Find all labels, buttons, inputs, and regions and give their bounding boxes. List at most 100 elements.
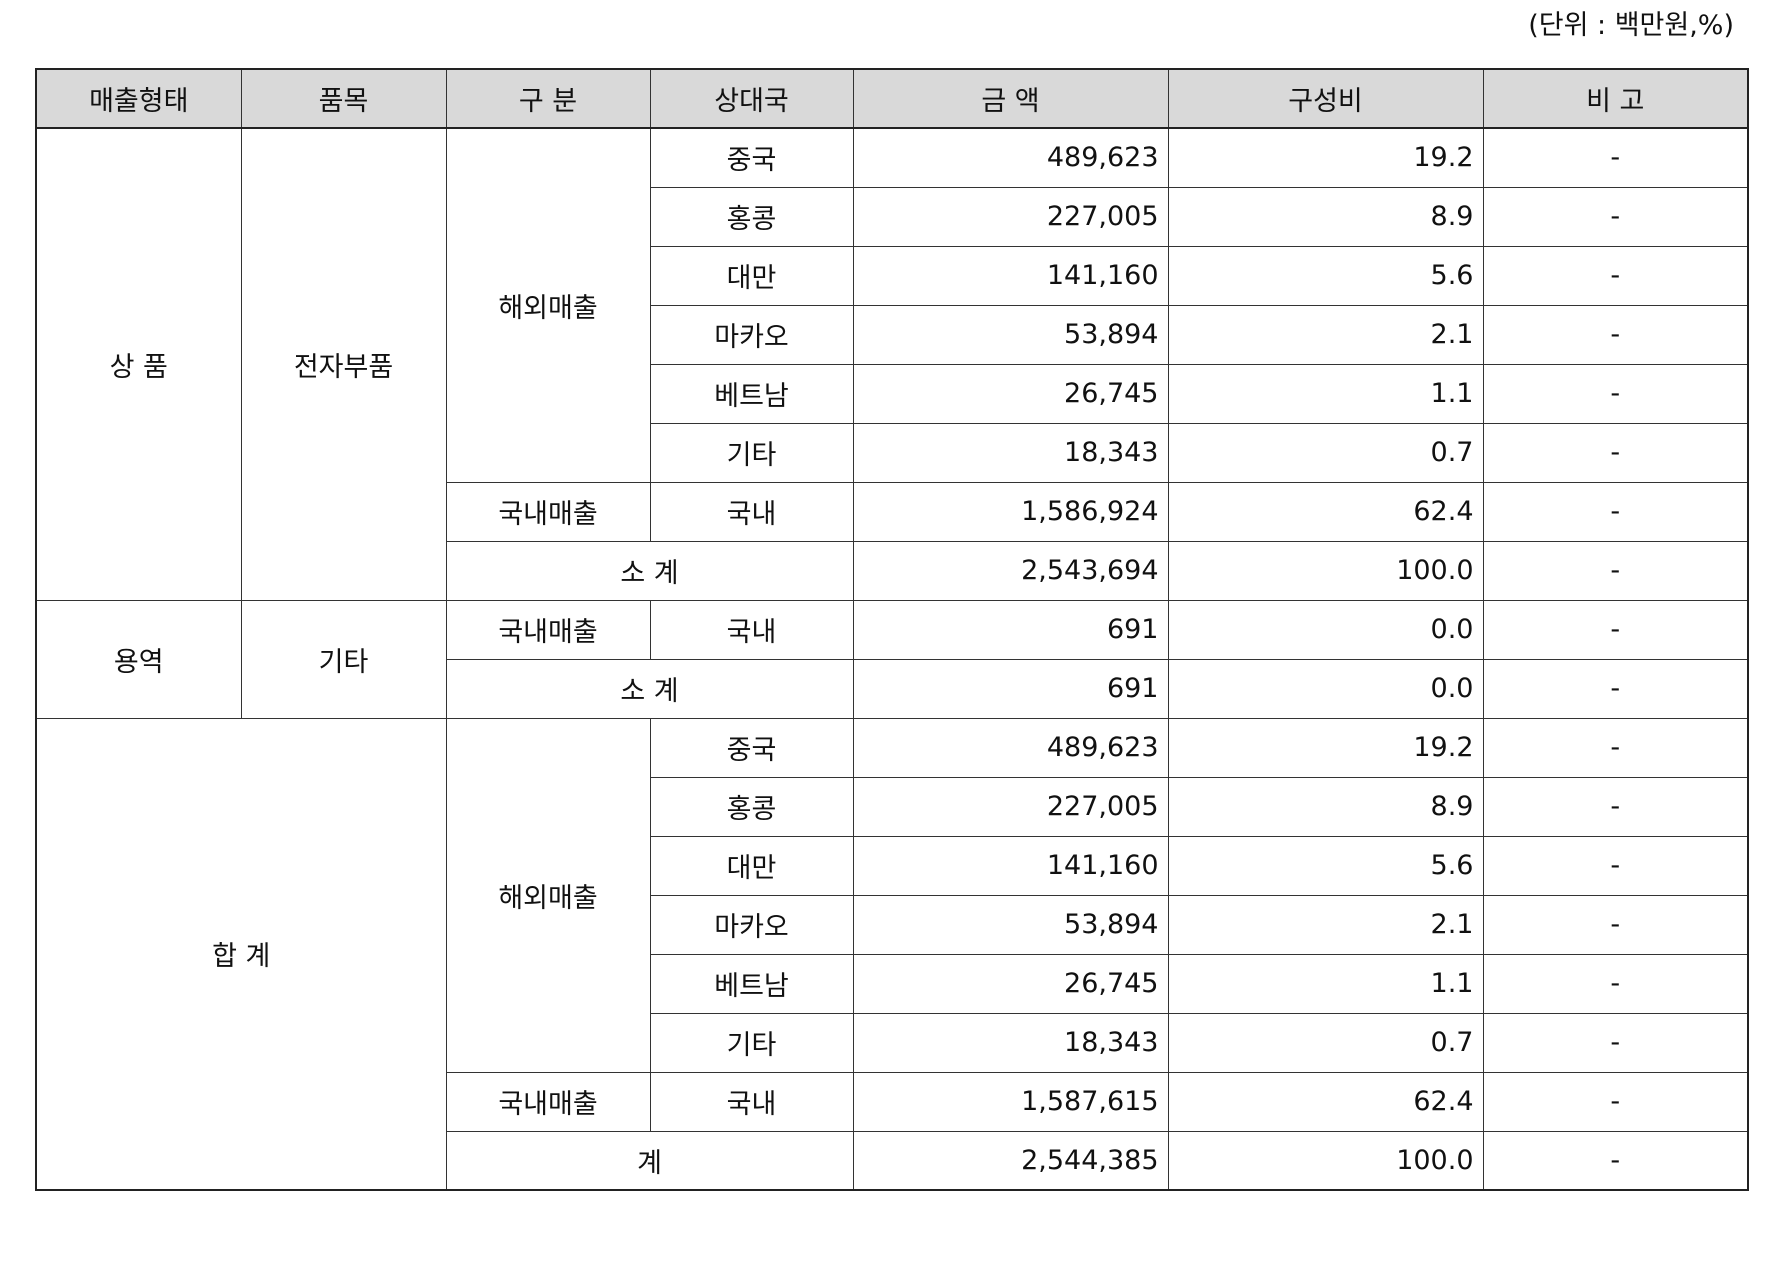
country-cell: 대만 [649, 835, 854, 896]
note-cell: - [1482, 1130, 1749, 1191]
ratio-cell: 100.0 [1167, 540, 1484, 601]
table-row: 홍콩 227,005 8.9 - [36, 776, 1749, 837]
country-cell: 마카오 [649, 304, 854, 365]
table-row: 대만 141,160 5.6 - [36, 835, 1749, 896]
ratio-cell: 19.2 [1167, 127, 1484, 188]
ratio-cell: 5.6 [1167, 245, 1484, 306]
note-cell: - [1482, 422, 1749, 483]
service-subtotal-label: 소 계 [445, 658, 854, 719]
service-item-cell: 기타 [240, 599, 447, 719]
country-cell: 기타 [649, 1012, 854, 1073]
country-cell: 기타 [649, 422, 854, 483]
total-type-cell: 합 계 [35, 717, 447, 1191]
table-row: 마카오 53,894 2.1 - [36, 304, 1749, 365]
subtotal-row: 소 계 691 0.0 - [36, 658, 1749, 719]
ratio-cell: 1.1 [1167, 363, 1484, 424]
amount-cell: 227,005 [852, 776, 1169, 837]
country-cell: 베트남 [649, 363, 854, 424]
subtotal-row: 소 계 2,543,694 100.0 - [36, 540, 1749, 601]
table-row: 국내매출 국내 1,586,924 62.4 - [36, 481, 1749, 542]
total-domestic-label: 국내매출 [445, 1071, 651, 1132]
ratio-cell: 5.6 [1167, 835, 1484, 896]
amount-cell: 691 [852, 658, 1169, 719]
note-cell: - [1482, 540, 1749, 601]
ratio-cell: 8.9 [1167, 776, 1484, 837]
amount-cell: 489,623 [852, 717, 1169, 778]
amount-cell: 53,894 [852, 894, 1169, 955]
amount-cell: 26,745 [852, 953, 1169, 1014]
header-country: 상대국 [649, 68, 854, 129]
amount-cell: 2,544,385 [852, 1130, 1169, 1191]
ratio-cell: 8.9 [1167, 186, 1484, 247]
sales-table: 매출형태 품목 구 분 상대국 금 액 구성비 비 고 상 품 전자부품 해외매… [35, 68, 1749, 1191]
ratio-cell: 19.2 [1167, 717, 1484, 778]
amount-cell: 489,623 [852, 127, 1169, 188]
product-overseas-label: 해외매출 [445, 127, 651, 483]
amount-cell: 2,543,694 [852, 540, 1169, 601]
ratio-cell: 62.4 [1167, 481, 1484, 542]
table-row: 상 품 전자부품 해외매출 중국 489,623 19.2 - [35, 127, 1749, 601]
grand-total-row: 계 2,544,385 100.0 - [36, 1130, 1749, 1191]
amount-cell: 53,894 [852, 304, 1169, 365]
amount-cell: 18,343 [852, 422, 1169, 483]
note-cell: - [1482, 835, 1749, 896]
country-cell: 국내 [649, 1071, 854, 1132]
service-type-cell: 용역 [35, 599, 242, 719]
total-overseas-label: 해외매출 [445, 717, 651, 1073]
note-cell: - [1482, 1012, 1749, 1073]
note-cell: - [1482, 599, 1749, 660]
amount-cell: 1,586,924 [852, 481, 1169, 542]
amount-cell: 18,343 [852, 1012, 1169, 1073]
note-cell: - [1482, 481, 1749, 542]
note-cell: - [1482, 953, 1749, 1014]
amount-cell: 26,745 [852, 363, 1169, 424]
service-domestic-label: 국내매출 [445, 599, 651, 660]
grand-total-label: 계 [445, 1130, 854, 1191]
table-row: 베트남 26,745 1.1 - [36, 363, 1749, 424]
ratio-cell: 2.1 [1167, 304, 1484, 365]
amount-cell: 141,160 [852, 835, 1169, 896]
ratio-cell: 0.7 [1167, 422, 1484, 483]
note-cell: - [1482, 304, 1749, 365]
note-cell: - [1482, 127, 1749, 188]
product-type-cell: 상 품 [35, 127, 242, 601]
ratio-cell: 1.1 [1167, 953, 1484, 1014]
unit-note: (단위 : 백만원,%) [1528, 10, 1734, 41]
header-row: 매출형태 품목 구 분 상대국 금 액 구성비 비 고 [35, 68, 1749, 129]
country-cell: 홍콩 [649, 186, 854, 247]
header-item: 품목 [240, 68, 447, 129]
amount-cell: 141,160 [852, 245, 1169, 306]
ratio-cell: 0.0 [1167, 658, 1484, 719]
header-amount: 금 액 [852, 68, 1169, 129]
table-row: 대만 141,160 5.6 - [36, 245, 1749, 306]
note-cell: - [1482, 894, 1749, 955]
ratio-cell: 0.0 [1167, 599, 1484, 660]
product-item-cell: 전자부품 [240, 127, 447, 601]
note-cell: - [1482, 186, 1749, 247]
note-cell: - [1482, 245, 1749, 306]
amount-cell: 1,587,615 [852, 1071, 1169, 1132]
ratio-cell: 2.1 [1167, 894, 1484, 955]
header-category: 구 분 [445, 68, 651, 129]
header-ratio: 구성비 [1167, 68, 1484, 129]
country-cell: 중국 [649, 127, 854, 188]
country-cell: 마카오 [649, 894, 854, 955]
country-cell: 대만 [649, 245, 854, 306]
country-cell: 국내 [649, 599, 854, 660]
note-cell: - [1482, 658, 1749, 719]
amount-cell: 691 [852, 599, 1169, 660]
table-row: 베트남 26,745 1.1 - [36, 953, 1749, 1014]
country-cell: 홍콩 [649, 776, 854, 837]
note-cell: - [1482, 717, 1749, 778]
country-cell: 중국 [649, 717, 854, 778]
note-cell: - [1482, 1071, 1749, 1132]
ratio-cell: 100.0 [1167, 1130, 1484, 1191]
product-domestic-label: 국내매출 [445, 481, 651, 542]
country-cell: 국내 [649, 481, 854, 542]
note-cell: - [1482, 363, 1749, 424]
header-note: 비 고 [1482, 68, 1749, 129]
product-subtotal-label: 소 계 [445, 540, 854, 601]
amount-cell: 227,005 [852, 186, 1169, 247]
table-row: 합 계 해외매출 중국 489,623 19.2 - [35, 717, 1749, 1191]
ratio-cell: 62.4 [1167, 1071, 1484, 1132]
